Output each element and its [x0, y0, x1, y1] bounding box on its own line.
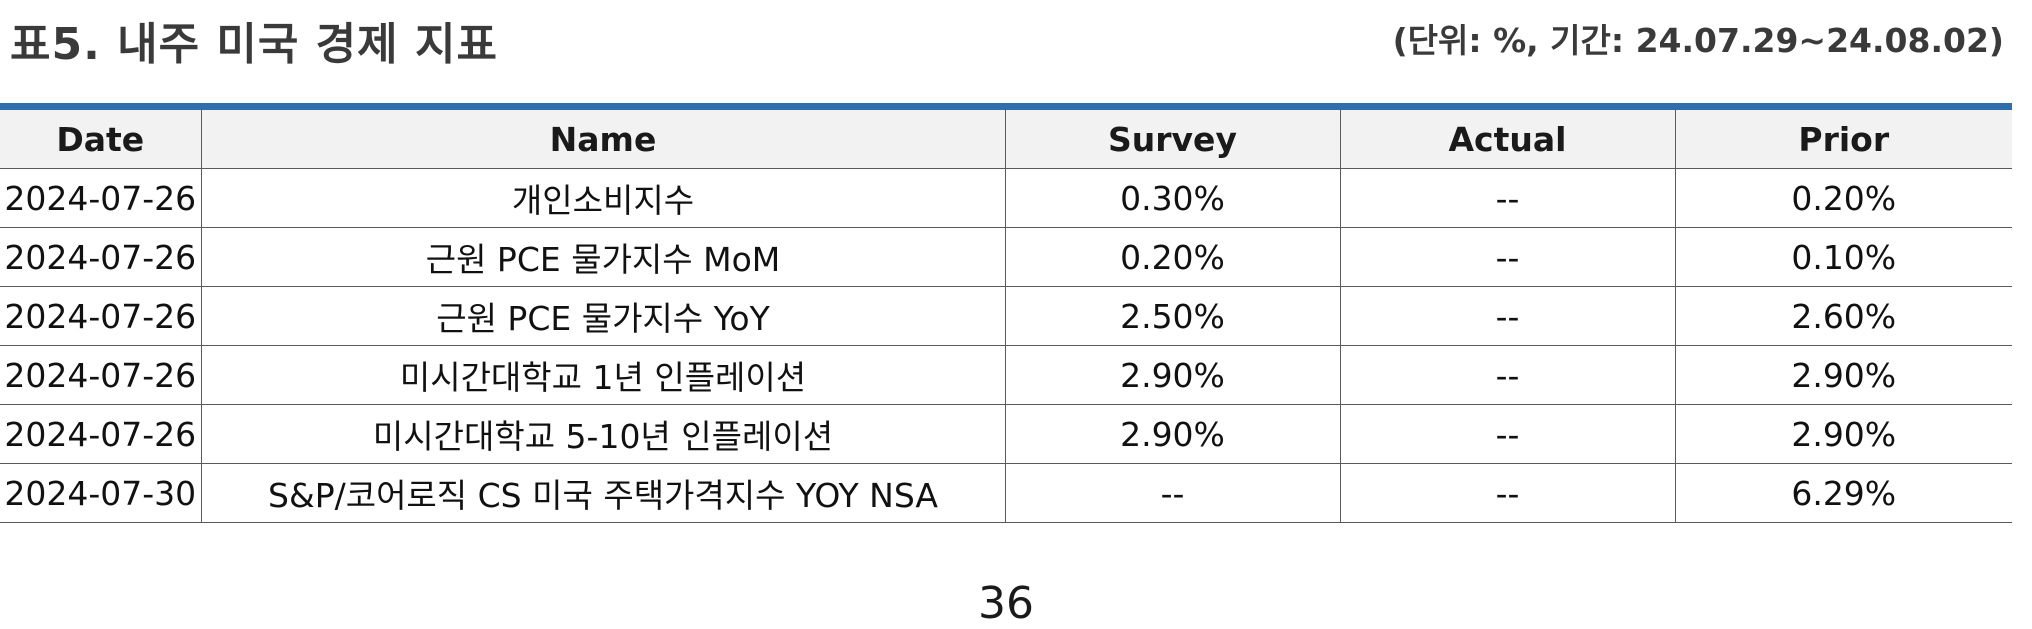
cell-survey: 0.30%	[1004, 168, 1341, 228]
cell-prior: 0.10%	[1674, 227, 2012, 287]
cell-survey: 2.90%	[1004, 345, 1341, 405]
cell-date: 2024-07-26	[0, 286, 202, 346]
table-row: 2024-07-26 개인소비지수 0.30% -- 0.20%	[0, 168, 2012, 228]
cell-actual: --	[1339, 345, 1676, 405]
table-row: 2024-07-26 근원 PCE 물가지수 MoM 0.20% -- 0.10…	[0, 227, 2012, 287]
cell-name: 미시간대학교 1년 인플레이션	[200, 345, 1006, 405]
cell-survey: 2.90%	[1004, 404, 1341, 464]
cell-name: 근원 PCE 물가지수 YoY	[200, 286, 1006, 346]
cell-prior: 2.90%	[1674, 345, 2012, 405]
cell-name: S&P/코어로직 CS 미국 주택가격지수 YOY NSA	[200, 463, 1006, 523]
economic-indicators-table: Date Name Survey Actual Prior 2024-07-26…	[0, 110, 2012, 523]
unit-note: (단위: %, 기간: 24.07.29~24.08.02)	[1392, 21, 2004, 60]
column-header-prior: Prior	[1674, 110, 2012, 169]
cell-date: 2024-07-30	[0, 463, 202, 523]
cell-date: 2024-07-26	[0, 168, 202, 228]
cell-name: 미시간대학교 5-10년 인플레이션	[200, 404, 1006, 464]
page-number: 36	[978, 578, 1034, 629]
table-row: 2024-07-26 미시간대학교 5-10년 인플레이션 2.90% -- 2…	[0, 404, 2012, 464]
cell-survey: --	[1004, 463, 1341, 523]
cell-actual: --	[1339, 227, 1676, 287]
cell-date: 2024-07-26	[0, 345, 202, 405]
cell-prior: 2.60%	[1674, 286, 2012, 346]
table-row: 2024-07-26 미시간대학교 1년 인플레이션 2.90% -- 2.90…	[0, 345, 2012, 405]
cell-name: 근원 PCE 물가지수 MoM	[200, 227, 1006, 287]
cell-prior: 2.90%	[1674, 404, 2012, 464]
table-header-row: Date Name Survey Actual Prior	[0, 110, 2012, 169]
cell-date: 2024-07-26	[0, 227, 202, 287]
cell-actual: --	[1339, 404, 1676, 464]
table-top-rule	[0, 103, 2012, 110]
cell-date: 2024-07-26	[0, 404, 202, 464]
column-header-name: Name	[200, 110, 1006, 169]
column-header-actual: Actual	[1339, 110, 1676, 169]
cell-prior: 0.20%	[1674, 168, 2012, 228]
cell-survey: 2.50%	[1004, 286, 1341, 346]
cell-actual: --	[1339, 168, 1676, 228]
table-row: 2024-07-30 S&P/코어로직 CS 미국 주택가격지수 YOY NSA…	[0, 463, 2012, 523]
cell-actual: --	[1339, 463, 1676, 523]
cell-name: 개인소비지수	[200, 168, 1006, 228]
cell-actual: --	[1339, 286, 1676, 346]
column-header-date: Date	[0, 110, 202, 169]
cell-prior: 6.29%	[1674, 463, 2012, 523]
page-title: 표5. 내주 미국 경제 지표	[10, 19, 498, 70]
cell-survey: 0.20%	[1004, 227, 1341, 287]
table-row: 2024-07-26 근원 PCE 물가지수 YoY 2.50% -- 2.60…	[0, 286, 2012, 346]
column-header-survey: Survey	[1004, 110, 1341, 169]
